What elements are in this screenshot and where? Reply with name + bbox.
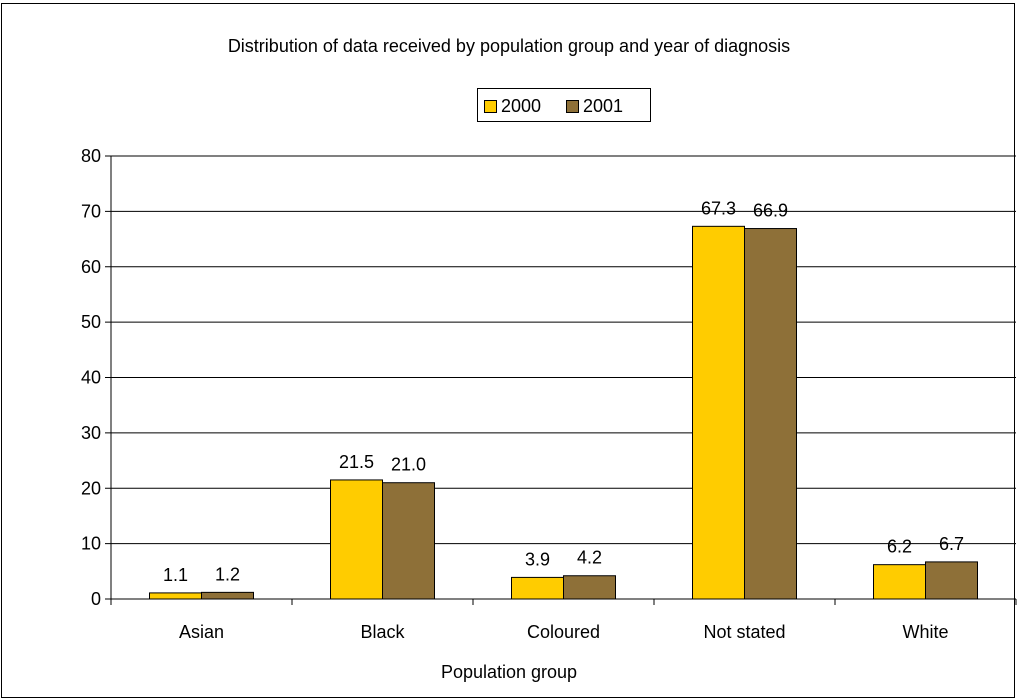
data-label: 21.5 [339, 452, 374, 472]
data-label: 6.7 [939, 534, 964, 554]
y-tick-label: 80 [81, 146, 101, 166]
data-label: 1.2 [215, 564, 240, 584]
y-tick-label: 10 [81, 534, 101, 554]
data-label: 3.9 [525, 549, 550, 569]
bar-2001 [201, 591, 254, 600]
y-tick-label: 60 [81, 257, 101, 277]
legend-swatch-2001 [566, 100, 579, 113]
legend-label-2001: 2001 [583, 96, 624, 116]
data-label: 21.0 [391, 455, 426, 475]
y-tick-label: 0 [91, 589, 101, 609]
y-tick-label: 50 [81, 312, 101, 332]
y-tick-label: 70 [81, 201, 101, 221]
bar-2000 [692, 225, 745, 600]
bar-2000 [149, 592, 202, 600]
legend-swatch-2000 [484, 100, 497, 113]
bar-2001 [925, 561, 978, 600]
legend: 2000 2001 [477, 88, 651, 122]
x-tick-label: White [902, 622, 948, 642]
data-label: 1.1 [163, 565, 188, 585]
bar-2001 [563, 575, 616, 600]
bar-2000 [511, 576, 564, 600]
bar-2000 [330, 479, 383, 600]
x-axis-title: Population group [440, 662, 578, 682]
x-tick-label: Asian [179, 622, 224, 642]
x-tick-label: Coloured [527, 622, 600, 642]
x-tick-label: Not stated [703, 622, 785, 642]
chart-title: Distribution of data received by populat… [227, 36, 791, 56]
y-tick-label: 30 [81, 423, 101, 443]
y-tick-label: 20 [81, 478, 101, 498]
x-tick-label: Black [360, 622, 405, 642]
data-label: 4.2 [577, 548, 602, 568]
bar-2001 [744, 228, 797, 600]
bar-2000 [873, 564, 926, 600]
data-label: 66.9 [753, 201, 788, 221]
y-tick-label: 40 [81, 368, 101, 388]
legend-label-2000: 2000 [501, 96, 542, 116]
data-label: 6.2 [887, 537, 912, 557]
bar-2001 [382, 482, 435, 600]
data-label: 67.3 [701, 198, 736, 218]
